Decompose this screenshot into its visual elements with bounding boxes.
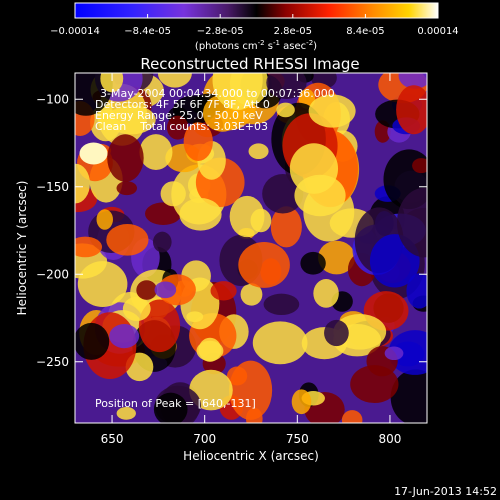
heatmap-blob (266, 73, 307, 100)
heatmap-blob (116, 181, 138, 196)
heatmap-blob (136, 280, 158, 300)
heatmap-blob (139, 134, 173, 171)
heatmap-blob (398, 73, 427, 89)
heatmap-blob (152, 231, 172, 253)
plot-frame (74, 72, 428, 424)
heatmap-blob (350, 365, 399, 404)
heatmap-blob (109, 324, 140, 349)
heatmap-blob (157, 73, 192, 88)
x-tick-label: 700 (193, 432, 216, 446)
heatmap-blob (229, 195, 265, 238)
colorbar-ticks: −0.00014 −8.4e-05 −2.8e-05 2.8e-05 8.4e-05 0.… (50, 14, 459, 37)
colorbar-tick-label: 8.4e-05 (346, 26, 384, 37)
y-tick-label: −150 (36, 180, 69, 194)
heatmap-blob (153, 392, 188, 423)
annotation-energy: Energy Range: 25.0 - 50.0 keV (95, 109, 263, 122)
heatmap-blob (210, 281, 237, 301)
heatmap-blob (308, 94, 356, 128)
y-tick-label: −200 (36, 267, 69, 281)
heatmap-image (75, 73, 427, 423)
heatmap-blob (183, 122, 213, 161)
colorbar-tick-label: 0.00014 (417, 26, 458, 37)
heatmap-blob (412, 158, 427, 174)
annotation-peak: Position of Peak = [640,-131] (95, 397, 256, 410)
heatmap-blob (276, 102, 295, 118)
heatmap-blob (145, 202, 182, 226)
heatmap-blob (300, 251, 326, 275)
x-tick-label: 800 (378, 432, 401, 446)
heatmap-blob (291, 389, 312, 415)
x-axis-label: Heliocentric X (arcsec) (183, 449, 319, 463)
heatmap-blob (122, 296, 151, 322)
peak-spot (79, 142, 108, 165)
heatmap-blob (333, 314, 387, 350)
heatmap-blob (262, 174, 304, 214)
colorbar-tick-label: −2.8e-05 (197, 26, 244, 37)
heatmap-blob (390, 369, 427, 423)
heatmap-blob (75, 163, 90, 204)
footer-date: 17-Jun-2013 14:52 (394, 485, 497, 498)
heatmap-blob (318, 240, 356, 275)
heatmap-blob (396, 85, 427, 135)
heatmap-blob (388, 330, 427, 375)
heatmap-blob (116, 407, 136, 420)
heatmap-blob (107, 134, 144, 182)
heatmap-blob (226, 366, 248, 386)
heatmap-blob (406, 273, 427, 309)
heatmap-blob (179, 197, 222, 231)
heatmap-blob (186, 311, 204, 323)
heatmap-blob (107, 105, 156, 135)
y-tick-label: −250 (36, 355, 69, 369)
heatmap-blob (212, 73, 263, 111)
y-tick-label: −100 (36, 92, 69, 106)
heatmap-blob (263, 293, 300, 316)
heatmap-blob (75, 322, 110, 360)
heatmap-blob (96, 209, 113, 230)
heatmap-blob (238, 241, 290, 288)
colorbar-tick-label: −0.00014 (50, 26, 100, 37)
heatmap-blob (248, 143, 269, 160)
heatmap-blob (100, 73, 124, 93)
heatmap-blob (270, 206, 302, 248)
heatmap-blob (341, 410, 363, 423)
heatmap-blob (106, 223, 149, 256)
heatmap-blob (196, 340, 224, 362)
annotation-time: 3-May-2004 00:04:34.000 to 00:07:36.000 (100, 87, 335, 100)
heatmap-blob (166, 115, 189, 140)
heatmap-blob (313, 278, 339, 308)
colorbar-unit-label: (photons cm-2 s-1 asec-2) (195, 39, 317, 52)
heatmap-blob (324, 319, 349, 347)
heatmap-blob (77, 261, 128, 307)
heatmap-blob (240, 283, 263, 306)
heatmap-blob (75, 236, 103, 258)
x-tick-label: 650 (101, 432, 124, 446)
y-axis-label: Heliocentric Y (arcsec) (15, 181, 29, 316)
heatmap-blob (289, 143, 339, 194)
colorbar-tick-label: 2.8e-05 (274, 26, 312, 37)
heatmap-blob (154, 281, 177, 299)
heatmap-blob (396, 187, 427, 258)
colorbar-tick-label: −8.4e-05 (124, 26, 171, 37)
heatmap-blob (245, 407, 263, 423)
heatmap-blob (252, 321, 308, 365)
colorbar (74, 2, 439, 19)
heatmap-blobs (75, 73, 427, 423)
annotation-detectors: Detectors: 4F 5F 6F 7F 8F, Att 0 (95, 98, 270, 111)
x-tick-label: 750 (286, 432, 309, 446)
chart-title: Reconstructed RHESSI Image (140, 55, 359, 73)
heatmap-blob (384, 346, 404, 361)
axis-ticks: 650 700 750 800 −100 −150 −200 −250 (36, 73, 427, 446)
annotation-method: Clean Total counts: 3.03E+03 (95, 120, 268, 133)
